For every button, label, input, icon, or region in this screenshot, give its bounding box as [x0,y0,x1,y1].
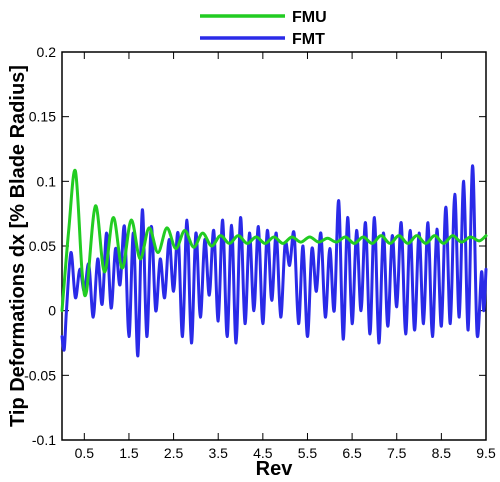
y-tick-label: 0 [48,303,56,319]
y-axis-title: Tip Deformations dx [% Blade Radius] [7,65,29,427]
x-tick-label: 0.5 [75,445,95,461]
x-axis-ticks: 0.5 1.5 2.5 3.5 4.5 5.5 6.5 7.5 8.5 9.5 [75,52,496,461]
series-layer [60,164,488,358]
legend-label-fmu: FMU [292,9,327,26]
x-tick-label: 3.5 [208,445,228,461]
x-tick-label: 8.5 [432,445,452,461]
legend-label-fmt: FMT [292,31,325,48]
x-tick-label: 4.5 [253,445,273,461]
y-tick-label: 0.2 [37,44,57,60]
y-tick-label: 0.05 [29,238,56,254]
x-tick-label: 5.5 [298,445,318,461]
y-tick-label: 0.15 [29,109,56,125]
y-tick-label: -0.05 [24,367,56,383]
x-tick-label: 2.5 [164,445,184,461]
x-tick-label: 6.5 [342,445,362,461]
x-tick-label: 7.5 [387,445,407,461]
series-line-fmt [60,164,488,358]
legend: FMU FMT [200,9,327,48]
y-tick-label: 0.1 [37,173,57,189]
x-tick-label: 9.5 [476,445,496,461]
y-tick-label: -0.1 [32,432,56,448]
y-axis-ticks: -0.1 -0.05 0 0.05 0.1 0.15 0.2 [24,44,486,448]
series-line-fmu [60,168,488,313]
x-axis-title: Rev [256,458,294,480]
x-tick-label: 1.5 [119,445,139,461]
